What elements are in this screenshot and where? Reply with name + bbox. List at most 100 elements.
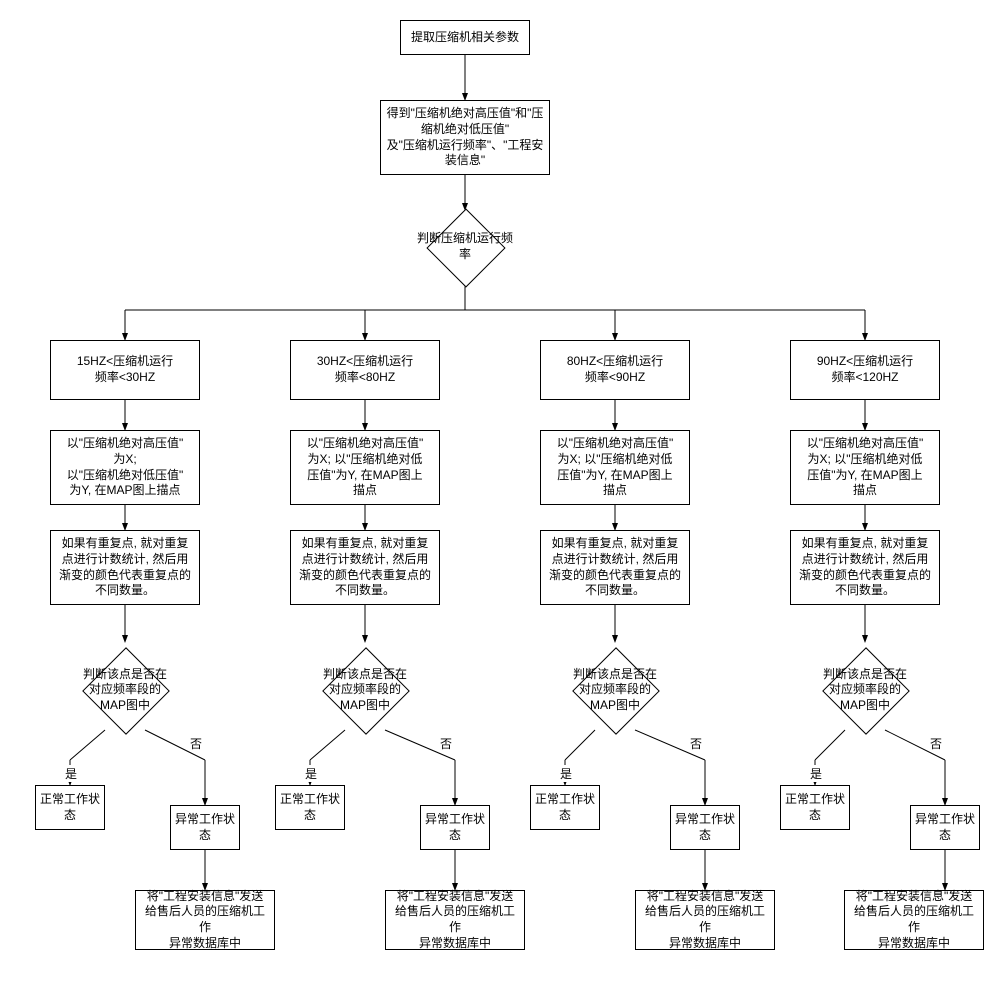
- node-text: 以"压缩机绝对高压值": [67, 436, 184, 452]
- node-text: 正常工作状态: [40, 792, 100, 823]
- node-text: 点进行计数统计, 然后用: [799, 552, 931, 568]
- node-text: 为X; 以"压缩机绝对低: [557, 452, 674, 468]
- node-decision-3: [822, 647, 910, 735]
- node-text: 异常数据库中: [390, 936, 520, 952]
- node-text: 给售后人员的压缩机工作: [849, 904, 979, 935]
- node-text: 异常工作状态: [175, 812, 235, 843]
- node-text: 异常工作状态: [675, 812, 735, 843]
- node-text: 异常工作状态: [915, 812, 975, 843]
- node-text: 如果有重复点, 就对重复: [59, 536, 191, 552]
- node-text: 为X; 以"压缩机绝对低: [307, 452, 424, 468]
- node-text: 频率<80HZ: [317, 370, 413, 386]
- node-abnormal-3: 异常工作状态: [910, 805, 980, 850]
- node-text: 频率<120HZ: [817, 370, 913, 386]
- node-range-80-90: 80HZ<压缩机运行 频率<90HZ: [540, 340, 690, 400]
- node-text: 渐变的颜色代表重复点的: [59, 568, 191, 584]
- node-text: 将"工程安装信息"发送: [640, 889, 770, 905]
- node-text: 及"压缩机运行频率"、"工程安装信息": [385, 138, 545, 169]
- node-abnormal-2: 异常工作状态: [670, 805, 740, 850]
- node-dup-2: 如果有重复点, 就对重复 点进行计数统计, 然后用 渐变的颜色代表重复点的 不同…: [540, 530, 690, 605]
- node-text: 压值"为Y, 在MAP图上: [557, 468, 674, 484]
- node-dup-1: 如果有重复点, 就对重复 点进行计数统计, 然后用 渐变的颜色代表重复点的 不同…: [290, 530, 440, 605]
- node-text: 异常数据库中: [640, 936, 770, 952]
- node-text: 正常工作状态: [280, 792, 340, 823]
- node-text: 正常工作状态: [785, 792, 845, 823]
- node-text: 为X; 以"压缩机绝对低: [807, 452, 924, 468]
- node-text: 如果有重复点, 就对重复: [299, 536, 431, 552]
- edge-label-yes-2: 是: [560, 765, 572, 782]
- node-text: 不同数量。: [59, 583, 191, 599]
- edge-label-no-0: 否: [190, 735, 202, 752]
- node-text: 异常工作状态: [425, 812, 485, 843]
- node-text: 如果有重复点, 就对重复: [799, 536, 931, 552]
- node-plot-1: 以"压缩机绝对高压值" 为X; 以"压缩机绝对低 压值"为Y, 在MAP图上 描…: [290, 430, 440, 505]
- node-send-3: 将"工程安装信息"发送 给售后人员的压缩机工作 异常数据库中: [844, 890, 984, 950]
- node-text: 将"工程安装信息"发送: [390, 889, 520, 905]
- node-text: 给售后人员的压缩机工作: [390, 904, 520, 935]
- edge-label-yes-1: 是: [305, 765, 317, 782]
- node-send-1: 将"工程安装信息"发送 给售后人员的压缩机工作 异常数据库中: [385, 890, 525, 950]
- node-text: 点进行计数统计, 然后用: [299, 552, 431, 568]
- node-text: 压值"为Y, 在MAP图上: [307, 468, 424, 484]
- node-normal-3: 正常工作状态: [780, 785, 850, 830]
- edge-label-yes-3: 是: [810, 765, 822, 782]
- node-decision-0: [82, 647, 170, 735]
- node-text: 将"工程安装信息"发送: [140, 889, 270, 905]
- node-text: 提取压缩机相关参数: [411, 30, 519, 46]
- edge-label-no-1: 否: [440, 735, 452, 752]
- node-send-0: 将"工程安装信息"发送 给售后人员的压缩机工作 异常数据库中: [135, 890, 275, 950]
- node-text: 不同数量。: [299, 583, 431, 599]
- edge-label-no-3: 否: [930, 735, 942, 752]
- node-abnormal-1: 异常工作状态: [420, 805, 490, 850]
- node-decision-1: [322, 647, 410, 735]
- node-normal-1: 正常工作状态: [275, 785, 345, 830]
- node-text: 以"压缩机绝对高压值": [557, 436, 674, 452]
- node-text: 为Y, 在MAP图上描点: [67, 483, 184, 499]
- node-send-2: 将"工程安装信息"发送 给售后人员的压缩机工作 异常数据库中: [635, 890, 775, 950]
- node-dup-3: 如果有重复点, 就对重复 点进行计数统计, 然后用 渐变的颜色代表重复点的 不同…: [790, 530, 940, 605]
- node-plot-3: 以"压缩机绝对高压值" 为X; 以"压缩机绝对低 压值"为Y, 在MAP图上 描…: [790, 430, 940, 505]
- node-text: 不同数量。: [549, 583, 681, 599]
- node-text: 以"压缩机绝对高压值": [807, 436, 924, 452]
- node-text: 渐变的颜色代表重复点的: [549, 568, 681, 584]
- node-text: 90HZ<压缩机运行: [817, 354, 913, 370]
- node-extract-params: 提取压缩机相关参数: [400, 20, 530, 55]
- node-text: 渐变的颜色代表重复点的: [799, 568, 931, 584]
- edge-label-yes-0: 是: [65, 765, 77, 782]
- node-plot-2: 以"压缩机绝对高压值" 为X; 以"压缩机绝对低 压值"为Y, 在MAP图上 描…: [540, 430, 690, 505]
- node-normal-2: 正常工作状态: [530, 785, 600, 830]
- node-abnormal-0: 异常工作状态: [170, 805, 240, 850]
- node-normal-0: 正常工作状态: [35, 785, 105, 830]
- node-text: 点进行计数统计, 然后用: [59, 552, 191, 568]
- node-text: 异常数据库中: [140, 936, 270, 952]
- node-text: 频率<30HZ: [77, 370, 173, 386]
- node-text: 压值"为Y, 在MAP图上: [807, 468, 924, 484]
- node-judge-frequency: [426, 208, 505, 287]
- edge-label-no-2: 否: [690, 735, 702, 752]
- node-range-30-80: 30HZ<压缩机运行 频率<80HZ: [290, 340, 440, 400]
- node-text: 如果有重复点, 就对重复: [549, 536, 681, 552]
- node-text: 描点: [557, 483, 674, 499]
- node-text: 将"工程安装信息"发送: [849, 889, 979, 905]
- node-text: 以"压缩机绝对高压值": [307, 436, 424, 452]
- node-text: 描点: [307, 483, 424, 499]
- node-text: 为X;: [67, 452, 184, 468]
- node-text: 不同数量。: [799, 583, 931, 599]
- node-text: 描点: [807, 483, 924, 499]
- node-plot-0: 以"压缩机绝对高压值" 为X; 以"压缩机绝对低压值" 为Y, 在MAP图上描点: [50, 430, 200, 505]
- node-dup-0: 如果有重复点, 就对重复 点进行计数统计, 然后用 渐变的颜色代表重复点的 不同…: [50, 530, 200, 605]
- node-range-90-120: 90HZ<压缩机运行 频率<120HZ: [790, 340, 940, 400]
- node-text: 30HZ<压缩机运行: [317, 354, 413, 370]
- node-text: 得到"压缩机绝对高压值"和"压缩机绝对低压值": [385, 106, 545, 137]
- node-text: 频率<90HZ: [567, 370, 663, 386]
- node-obtain-values: 得到"压缩机绝对高压值"和"压缩机绝对低压值" 及"压缩机运行频率"、"工程安装…: [380, 100, 550, 175]
- node-text: 渐变的颜色代表重复点的: [299, 568, 431, 584]
- node-text: 正常工作状态: [535, 792, 595, 823]
- node-text: 80HZ<压缩机运行: [567, 354, 663, 370]
- node-text: 15HZ<压缩机运行: [77, 354, 173, 370]
- node-text: 给售后人员的压缩机工作: [140, 904, 270, 935]
- node-range-15-30: 15HZ<压缩机运行 频率<30HZ: [50, 340, 200, 400]
- node-text: 点进行计数统计, 然后用: [549, 552, 681, 568]
- node-text: 给售后人员的压缩机工作: [640, 904, 770, 935]
- node-text: 以"压缩机绝对低压值": [67, 468, 184, 484]
